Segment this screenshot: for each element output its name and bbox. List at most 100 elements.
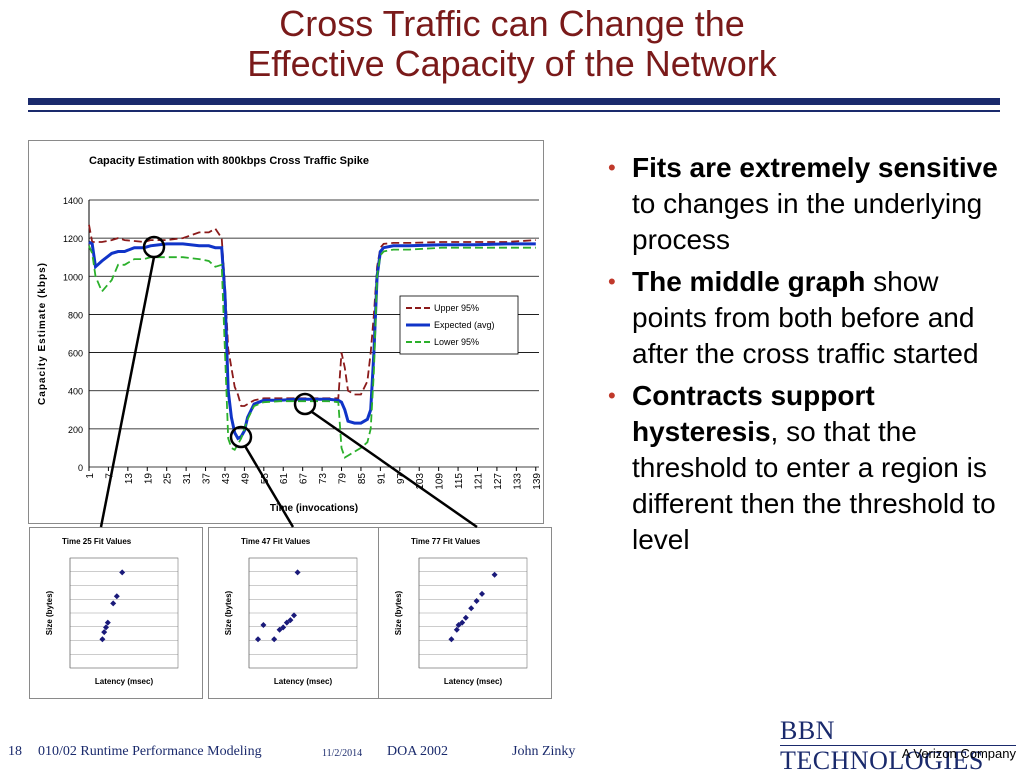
legend-label: Expected (avg) <box>434 320 495 330</box>
x-axis-label: Time (invocations) <box>270 503 358 514</box>
data-point <box>283 619 290 626</box>
x-tick-label: 109 <box>435 473 446 490</box>
data-point <box>479 590 485 597</box>
bullet-item: • The middle graph show points from both … <box>600 264 1010 372</box>
data-point <box>291 612 297 619</box>
bullet-icon: • <box>608 383 616 408</box>
bullet-icon: • <box>608 155 616 180</box>
fit-values-chart-2: Time 47 Fit Values Latency (msec) Size (by… <box>224 537 358 686</box>
small-plot-area <box>69 557 179 669</box>
x-tick-label: 85 <box>357 473 368 485</box>
data-point <box>271 636 278 643</box>
bullet-icon: • <box>608 269 616 294</box>
small-y-axis-label: Size (bytes) <box>45 590 54 635</box>
legend-label: Lower 95% <box>434 337 479 347</box>
footer-date: 11/2/2014 <box>322 748 363 759</box>
bullet-text: , so that the threshold to enter a regio… <box>632 416 996 555</box>
data-point <box>453 626 460 633</box>
logo-subtitle: A Verizon Company <box>901 746 1016 761</box>
x-tick-label: 7 <box>104 473 115 479</box>
data-point <box>462 614 469 621</box>
x-tick-label: 55 <box>260 473 271 485</box>
data-point <box>255 636 261 643</box>
x-tick-label: 139 <box>532 473 543 490</box>
x-tick-label: 43 <box>221 473 232 485</box>
fit-chart-time-77: Time 77 Fit Values Latency (msec) Size (by… <box>378 527 552 699</box>
bullet-bold: The middle graph <box>632 266 866 297</box>
small-plot-area <box>418 557 528 669</box>
small-chart-title: Time 25 Fit Values <box>62 537 132 546</box>
fit-values-chart-1: Time 25 Fit Values Latency (msec) Size (by… <box>45 537 179 686</box>
bullet-item: • Fits are extremely sensitive to changes… <box>600 150 1010 258</box>
data-point <box>110 600 117 607</box>
fit-values-chart-3: Time 77 Fit Values Latency (msec) Size (by… <box>394 537 528 686</box>
data-point <box>101 629 108 636</box>
data-point <box>99 636 106 643</box>
data-point <box>448 636 455 643</box>
x-tick-label: 97 <box>396 473 407 485</box>
x-tick-label: 1 <box>85 473 96 479</box>
footer-author: John Zinky <box>512 744 576 759</box>
bullet-list: • Fits are extremely sensitive to changes… <box>600 150 1010 564</box>
y-tick-label: 200 <box>68 425 83 435</box>
x-tick-label: 13 <box>124 473 135 485</box>
capacity-estimation-chart: Capacity Estimation with 800kbps Cross T… <box>37 155 543 514</box>
x-tick-label: 31 <box>182 473 193 485</box>
x-tick-label: 103 <box>415 473 426 490</box>
x-tick-label: 127 <box>493 473 504 490</box>
small-chart-title: Time 47 Fit Values <box>241 537 311 546</box>
y-tick-label: 1400 <box>63 196 83 206</box>
y-tick-label: 1000 <box>63 272 83 282</box>
fit-chart-time-47: Time 47 Fit Values Latency (msec) Size (by… <box>208 527 382 699</box>
x-tick-label: 115 <box>454 473 465 489</box>
bullet-bold: Contracts support hysteresis <box>632 380 875 447</box>
data-point <box>104 619 111 626</box>
x-tick-label: 37 <box>202 473 213 485</box>
y-tick-label: 0 <box>78 463 83 473</box>
x-tick-label: 79 <box>338 473 349 485</box>
small-chart-title: Time 77 Fit Values <box>411 537 481 546</box>
chart-title: Capacity Estimation with 800kbps Cross T… <box>89 155 369 167</box>
small-y-axis-label: Size (bytes) <box>224 590 233 635</box>
data-point <box>103 624 109 631</box>
data-point <box>473 598 480 605</box>
slide-title: Cross Traffic can Change the Effective C… <box>0 4 1024 84</box>
data-point <box>287 617 294 624</box>
footer-slide-number: 18 <box>8 744 22 759</box>
x-tick-label: 133 <box>512 473 523 490</box>
y-tick-label: 800 <box>68 310 83 320</box>
data-point <box>119 569 126 576</box>
small-x-axis-label: Latency (msec) <box>95 677 154 686</box>
data-point <box>260 621 267 628</box>
data-point <box>459 619 466 626</box>
x-tick-label: 73 <box>318 473 329 485</box>
bbn-logo: BBN TECHNOLOGIES A Verizon Company <box>780 716 1022 775</box>
bullet-item: • Contracts support hysteresis, so that t… <box>600 378 1010 558</box>
y-tick-label: 1200 <box>63 234 83 244</box>
small-x-axis-label: Latency (msec) <box>274 677 333 686</box>
fit-chart-time-25: Time 25 Fit Values Latency (msec) Size (by… <box>29 527 203 699</box>
small-plot-area <box>248 557 358 669</box>
x-tick-label: 25 <box>163 473 174 485</box>
data-point <box>113 593 120 600</box>
bullet-text: to changes in the underlying process <box>632 188 983 255</box>
y-tick-label: 400 <box>68 387 83 397</box>
title-rule-thin <box>28 110 1000 112</box>
main-chart-frame: Capacity Estimation with 800kbps Cross T… <box>28 140 544 524</box>
x-tick-label: 49 <box>240 473 251 485</box>
y-axis-label: Capacity Estimate (kbps) <box>37 262 48 405</box>
data-point <box>491 571 498 578</box>
series-line-3 <box>88 245 536 459</box>
bullet-bold: Fits are extremely sensitive <box>632 152 998 183</box>
footer-event: DOA 2002 <box>387 744 449 759</box>
x-tick-label: 67 <box>299 473 310 485</box>
x-tick-label: 61 <box>279 473 290 485</box>
x-tick-label: 91 <box>376 473 387 485</box>
data-point <box>280 624 287 631</box>
data-point <box>294 569 301 576</box>
legend-label: Upper 95% <box>434 303 479 313</box>
title-rule-thick <box>28 98 1000 105</box>
small-x-axis-label: Latency (msec) <box>444 677 503 686</box>
small-y-axis-label: Size (bytes) <box>394 590 403 635</box>
bullet-text: show points from both before and after t… <box>632 266 979 369</box>
